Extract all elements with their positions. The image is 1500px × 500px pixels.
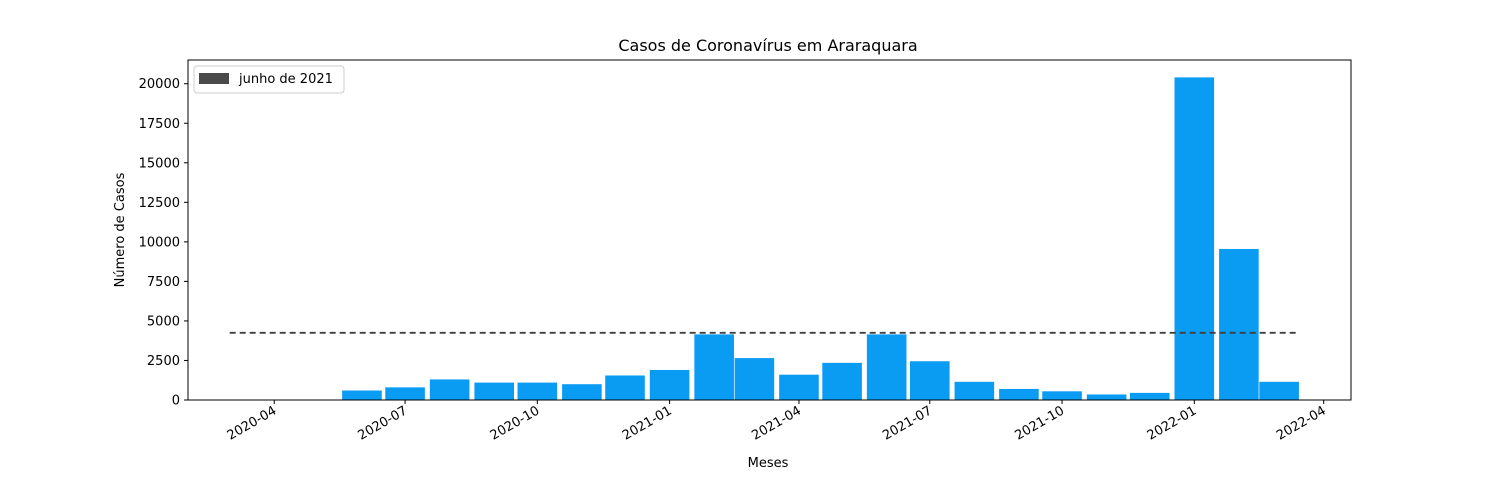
bar-2022-01 [1174, 77, 1215, 400]
y-tick-label: 10000 [139, 235, 180, 250]
bar-2021-06 [866, 334, 907, 400]
y-tick-label: 2500 [147, 354, 180, 369]
x-tick-label: 2021-04 [749, 403, 804, 443]
x-tick-label: 2020-04 [225, 403, 280, 443]
bar-2021-07 [909, 361, 950, 400]
x-tick-label: 2021-10 [1012, 403, 1067, 443]
y-tick-label: 17500 [139, 117, 180, 132]
bar-2021-04 [779, 374, 819, 400]
y-tick-label: 0 [172, 394, 180, 409]
bar-2020-11 [562, 384, 602, 400]
bar-2021-05 [822, 362, 862, 400]
chart-title: Casos de Coronavírus em Araraquara [618, 36, 917, 55]
legend-box [193, 65, 345, 94]
x-tick-label: 2022-01 [1145, 403, 1200, 443]
bar-2020-10 [517, 382, 558, 400]
x-tick-label: 2020-07 [356, 403, 411, 443]
bar-2021-01 [649, 369, 690, 400]
y-tick-label: 15000 [139, 156, 180, 171]
bar-2020-08 [429, 379, 470, 400]
y-tick-label: 5000 [147, 314, 180, 329]
x-tick-label: 2021-01 [620, 403, 675, 443]
bar-2020-06 [342, 390, 382, 400]
x-tick-label: 2021-07 [880, 403, 935, 443]
y-tick-label: 7500 [147, 275, 180, 290]
x-axis-ticks: 2020-04 2020-07 2020-10 2021-01 2021-04 2021-… [225, 400, 1329, 444]
bar-2020-12 [605, 375, 645, 400]
bar-2022-02 [1219, 248, 1259, 400]
legend: junho de 2021 [193, 65, 345, 94]
plot-frame [187, 59, 1352, 401]
y-axis-label: Número de Casos [113, 172, 128, 287]
bar-2022-03 [1259, 381, 1299, 400]
legend-swatch [199, 73, 229, 84]
bar-2021-03 [734, 358, 775, 400]
bar-2021-10 [1042, 391, 1082, 400]
bar-2021-09 [999, 388, 1039, 400]
x-tick-label: 2020-10 [488, 403, 543, 443]
bar-2021-11 [1086, 394, 1127, 400]
x-axis-label: Meses [748, 456, 789, 471]
bars [297, 77, 1299, 400]
y-axis-ticks: 0 2500 5000 7500 10000 12500 15000 17500 20000 [139, 77, 188, 409]
bar-2021-12 [1129, 392, 1170, 400]
x-tick-label: 2022-04 [1274, 403, 1329, 443]
y-tick-label: 20000 [139, 77, 180, 92]
bar-2021-08 [954, 381, 995, 400]
bar-2020-09 [474, 382, 514, 400]
y-tick-label: 12500 [139, 196, 180, 211]
bar-2021-02 [694, 334, 734, 400]
legend-entry-label: junho de 2021 [238, 72, 333, 87]
bar-2020-07 [385, 387, 425, 400]
